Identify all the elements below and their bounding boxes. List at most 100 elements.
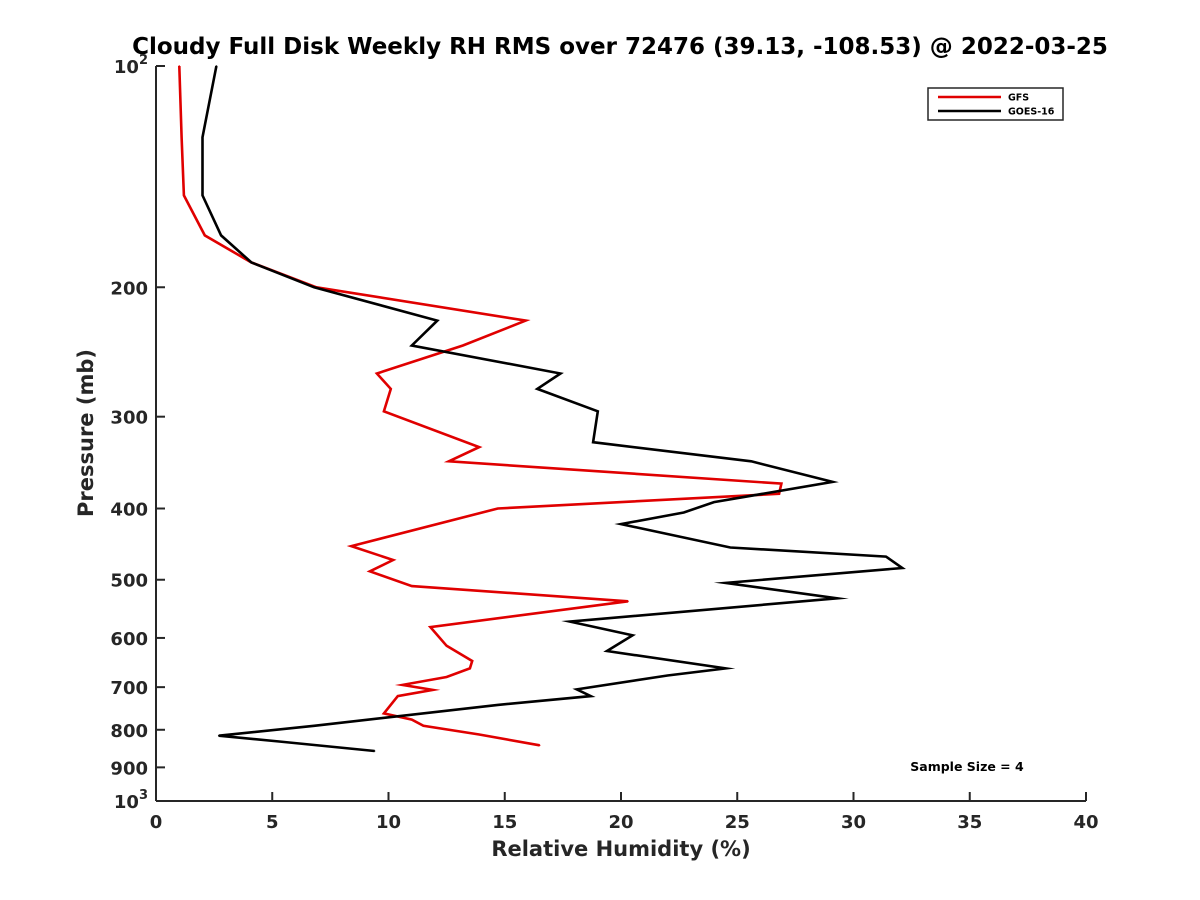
data-point-gfs: [429, 626, 432, 628]
plot-axes: [155, 66, 1086, 802]
legend-box: [927, 87, 1064, 121]
data-point-goes16: [373, 750, 376, 752]
data-point-goes16: [666, 674, 669, 677]
data-point-goes16: [836, 597, 839, 600]
legend-label-goes16: GOES-16: [1008, 107, 1055, 118]
data-point-goes16: [631, 634, 634, 637]
sample-size-annotation: Sample Size = 4: [910, 759, 1024, 774]
y-tick-base: 10: [114, 792, 139, 813]
data-point-gfs: [478, 733, 480, 736]
y-tick-label: 600: [110, 629, 148, 650]
data-point-gfs: [524, 319, 527, 322]
data-point-gfs: [496, 507, 499, 510]
data-point-goes16: [436, 319, 439, 322]
data-point-goes16: [313, 286, 315, 289]
data-point-gfs: [390, 388, 392, 390]
data-point-goes16: [278, 740, 281, 743]
data-point-gfs: [392, 559, 394, 561]
data-point-goes16: [410, 344, 413, 347]
data-point-goes16: [536, 388, 539, 390]
data-point-goes16: [885, 555, 887, 558]
y-axis-label: Pressure (mb): [74, 349, 98, 517]
data-point-goes16: [750, 460, 752, 463]
x-tick-label: 0: [150, 812, 163, 833]
data-point-goes16: [729, 546, 732, 549]
data-point-gfs: [471, 660, 474, 662]
data-point-goes16: [596, 410, 599, 413]
y-tick-label: 500: [110, 571, 148, 592]
data-point-gfs: [410, 718, 413, 721]
data-point-goes16: [569, 620, 571, 623]
data-point-gfs: [204, 234, 206, 237]
y-tick-label: 102: [114, 53, 148, 78]
data-point-goes16: [559, 372, 562, 375]
data-point-goes16: [724, 582, 727, 584]
data-point-gfs: [178, 65, 181, 67]
data-point-gfs: [350, 545, 353, 547]
data-point-goes16: [201, 194, 204, 197]
series-line-goes16: [201, 65, 906, 753]
data-point-gfs: [383, 712, 385, 715]
series-line-gfs: [178, 65, 784, 747]
y-tick-base: 10: [114, 57, 139, 78]
legend-label-gfs: GFS: [1008, 93, 1029, 104]
data-point-gfs: [445, 676, 448, 678]
data-point-gfs: [180, 136, 183, 139]
data-point-gfs: [462, 344, 464, 347]
y-tick-label: 103: [114, 788, 148, 813]
data-point-goes16: [724, 667, 727, 670]
y-tick-exponent: 2: [139, 53, 148, 68]
data-point-goes16: [606, 650, 608, 652]
x-tick-label: 35: [957, 812, 982, 833]
x-tick-label: 30: [841, 812, 866, 833]
data-point-goes16: [313, 724, 315, 727]
data-point-goes16: [713, 501, 715, 503]
data-point-gfs: [448, 460, 450, 463]
data-point-gfs: [780, 482, 783, 485]
data-point-goes16: [576, 688, 578, 691]
y-tick-label: 900: [110, 758, 148, 779]
x-tick-label: 5: [266, 812, 279, 833]
data-point-gfs: [397, 695, 399, 697]
data-point-gfs: [383, 410, 385, 413]
data-point-gfs: [410, 585, 413, 587]
y-tick-exponent: 3: [139, 788, 148, 803]
data-point-goes16: [215, 65, 218, 67]
data-point-gfs: [445, 645, 448, 647]
data-point-goes16: [620, 523, 622, 525]
data-point-gfs: [376, 372, 378, 375]
data-point-goes16: [250, 261, 253, 264]
data-point-gfs: [627, 600, 629, 603]
x-axis-label: Relative Humidity (%): [491, 837, 750, 861]
data-point-goes16: [901, 567, 904, 569]
data-point-gfs: [478, 446, 480, 448]
x-ticks: 0 5 10 15 20 25 30 35 40: [150, 792, 1099, 833]
data-point-gfs: [369, 570, 371, 573]
data-point-gfs: [183, 194, 185, 197]
y-tick-label: 400: [110, 500, 148, 521]
data-point-gfs: [422, 724, 425, 727]
data-point-gfs: [778, 493, 780, 495]
data-point-goes16: [496, 704, 499, 706]
data-point-gfs: [469, 667, 471, 670]
data-point-goes16: [589, 695, 592, 697]
data-point-goes16: [220, 234, 222, 237]
y-tick-label: 800: [110, 721, 148, 742]
x-tick-label: 10: [376, 812, 401, 833]
data-point-goes16: [217, 734, 220, 737]
x-tick-label: 40: [1073, 812, 1098, 833]
data-point-goes16: [201, 136, 204, 139]
data-point-goes16: [682, 511, 685, 514]
series-layer: [178, 65, 906, 753]
legend: GFS GOES-16: [927, 87, 1064, 121]
y-tick-label: 200: [110, 278, 148, 299]
data-point-goes16: [592, 441, 594, 444]
y-tick-label: 300: [110, 408, 148, 429]
x-tick-label: 25: [725, 812, 750, 833]
y-tick-label: 700: [110, 678, 148, 699]
data-point-goes16: [831, 481, 834, 483]
data-point-gfs: [401, 684, 404, 686]
x-tick-label: 20: [608, 812, 633, 833]
